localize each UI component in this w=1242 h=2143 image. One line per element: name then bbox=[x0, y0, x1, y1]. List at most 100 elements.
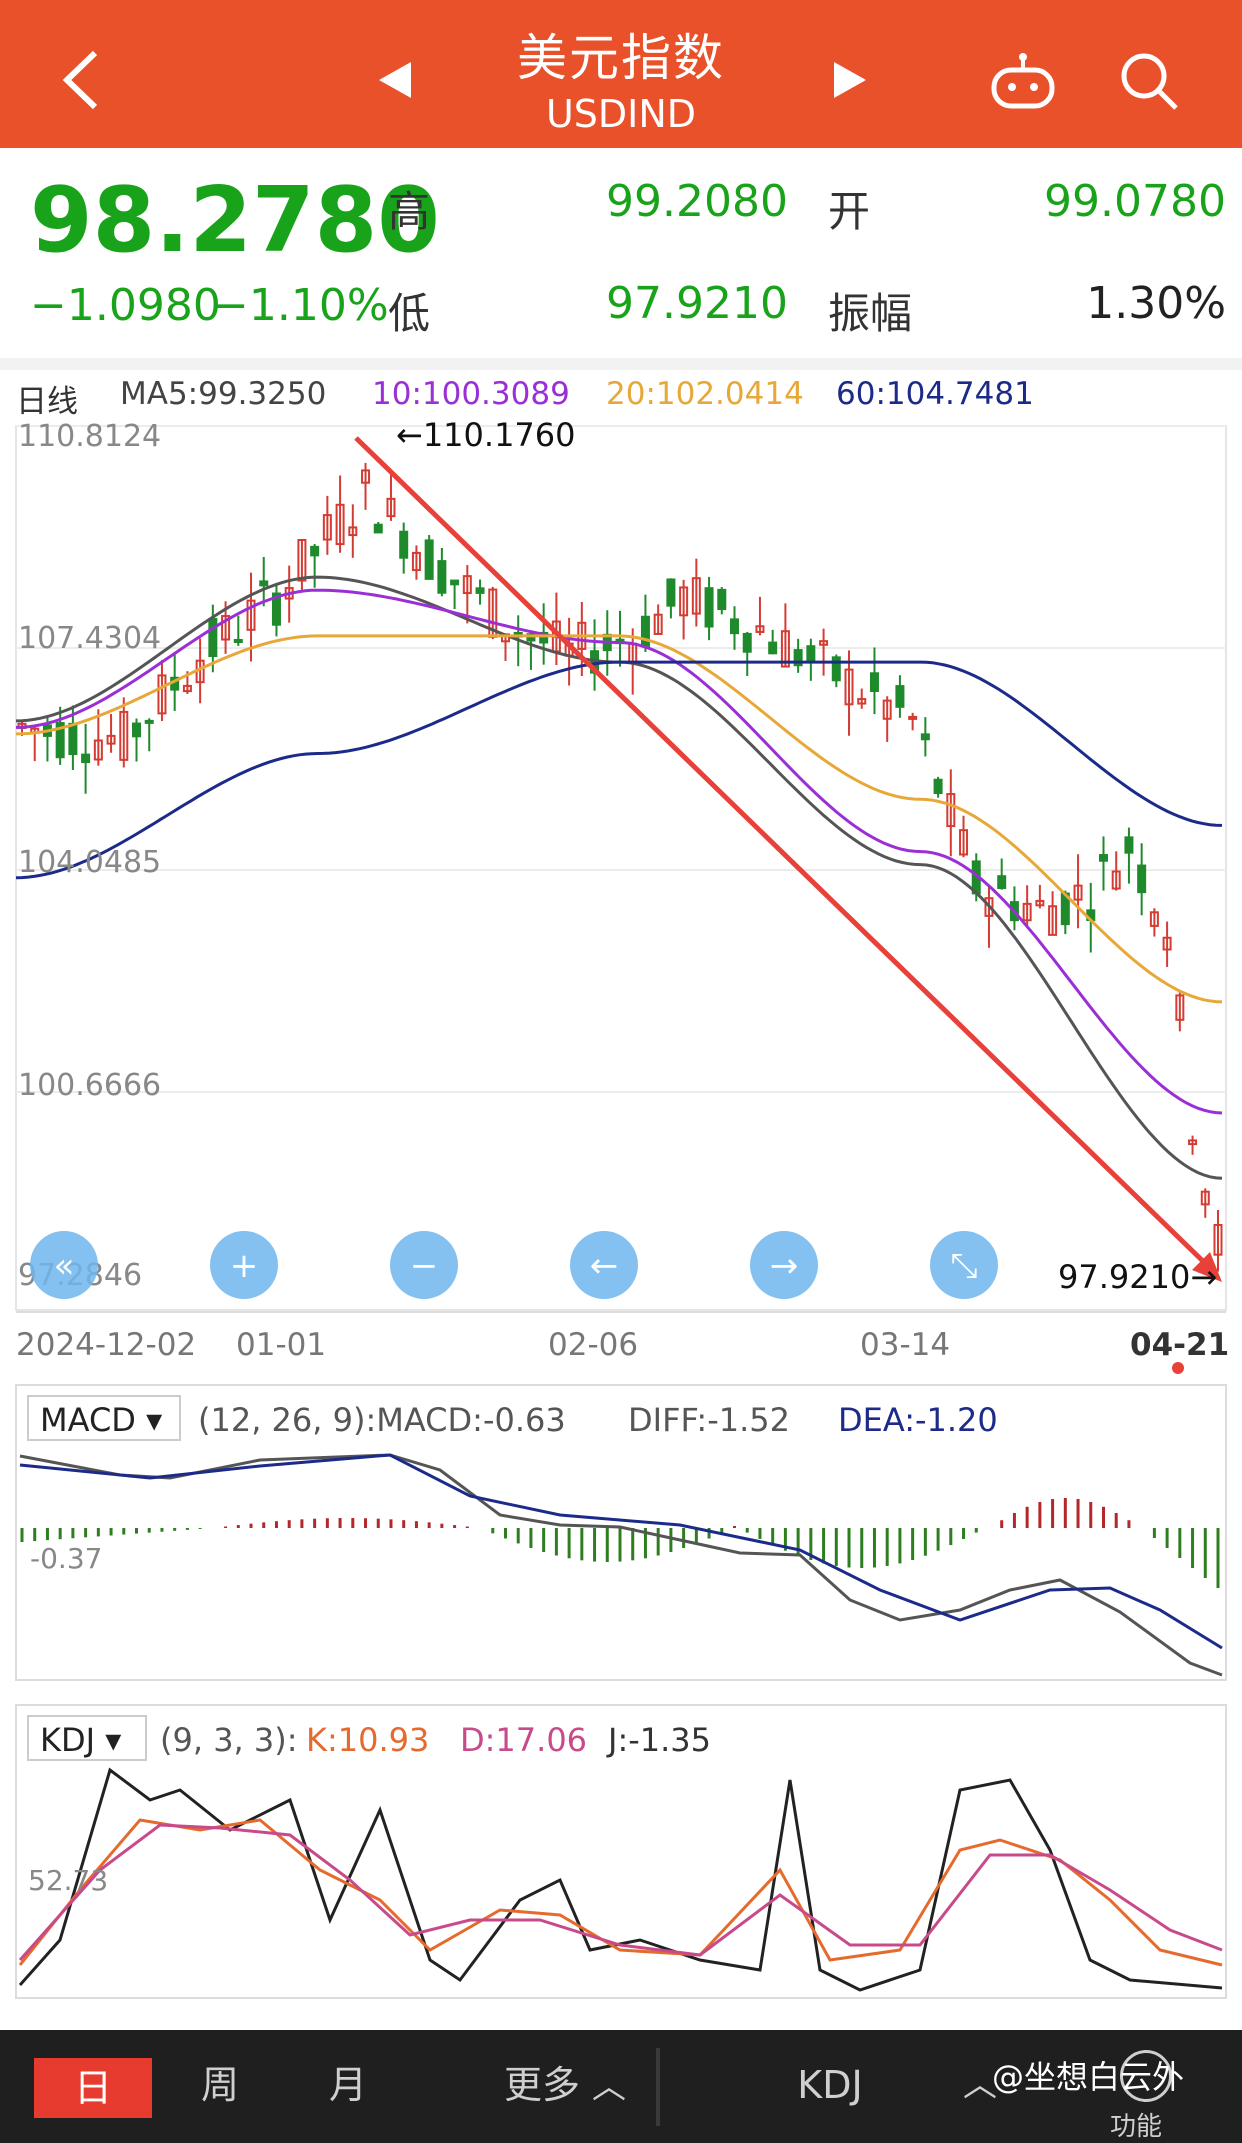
chevron-up-icon[interactable]: ︿ bbox=[963, 2065, 997, 2105]
low-value: 97.9210 bbox=[606, 278, 788, 329]
price-axis-label: 97.2846 bbox=[18, 1258, 142, 1293]
candle-body bbox=[628, 642, 638, 664]
candle-body bbox=[730, 618, 740, 635]
candle-body bbox=[208, 617, 218, 658]
kdj-name: KDJ ▾ bbox=[40, 1721, 121, 1759]
nav-button-glyph: « bbox=[54, 1246, 75, 1286]
zoom-out-icon[interactable]: − bbox=[390, 1231, 458, 1299]
nav-button-glyph: − bbox=[410, 1246, 439, 1286]
kdj-panel-frame bbox=[15, 1704, 1227, 1999]
candle-body bbox=[679, 586, 689, 617]
price-axis-label: 104.0485 bbox=[18, 845, 161, 880]
candle-body bbox=[450, 579, 460, 586]
ma5-legend: MA5:99.3250 bbox=[120, 376, 327, 412]
previous-icon[interactable] bbox=[375, 58, 415, 102]
price-change: −1.0980 bbox=[30, 280, 221, 331]
candle-body bbox=[857, 698, 867, 705]
tab-indicator[interactable]: KDJ bbox=[797, 2063, 863, 2107]
nav-button-bg bbox=[30, 1231, 98, 1299]
top-header: 美元指数 USDIND bbox=[0, 0, 1242, 148]
candle-body bbox=[1035, 899, 1045, 907]
ma60-legend: 60:104.7481 bbox=[836, 376, 1034, 412]
candle-body bbox=[933, 778, 943, 795]
candle-body bbox=[297, 538, 307, 582]
candle-body bbox=[1086, 909, 1096, 922]
robot-assistant-icon[interactable] bbox=[988, 52, 1058, 112]
low-label: 低 bbox=[388, 289, 431, 338]
candle-body bbox=[704, 587, 714, 628]
kdj-d: D:17.06 bbox=[460, 1721, 587, 1759]
tab-more-label: 更多 bbox=[503, 2063, 580, 2107]
candle-body bbox=[755, 625, 765, 633]
candle-body bbox=[462, 575, 472, 595]
nav-button-bg bbox=[390, 1231, 458, 1299]
candle-body bbox=[348, 526, 358, 537]
tab-more[interactable]: 更多 ︿ bbox=[470, 2030, 660, 2143]
candle-body bbox=[1073, 884, 1083, 901]
candle-body bbox=[590, 650, 600, 674]
function-label[interactable]: 功能 bbox=[1110, 2112, 1163, 2142]
candle-body bbox=[1188, 1139, 1198, 1146]
tab-day[interactable]: 日 bbox=[34, 2058, 152, 2118]
main-panel-frame bbox=[15, 425, 1227, 1311]
candle-body bbox=[526, 633, 536, 642]
candle-body bbox=[844, 668, 854, 706]
tab-week[interactable]: 周 bbox=[200, 2063, 239, 2107]
candle-body bbox=[119, 710, 129, 761]
ma-line-20 bbox=[15, 634, 1223, 1004]
candle-body bbox=[81, 753, 91, 764]
kdj-params: (9, 3, 3): bbox=[160, 1721, 298, 1759]
candle-body bbox=[93, 739, 103, 761]
back-arrow-icon[interactable] bbox=[55, 45, 115, 115]
nav-button-glyph: + bbox=[230, 1246, 259, 1286]
kdj-k: K:10.93 bbox=[306, 1721, 429, 1759]
collapse-icon[interactable]: « bbox=[30, 1231, 98, 1299]
page-subtitle: USDIND bbox=[545, 92, 697, 136]
candle-body bbox=[500, 633, 510, 643]
zoom-in-icon[interactable]: + bbox=[210, 1231, 278, 1299]
candle-body bbox=[882, 699, 892, 720]
candle-body bbox=[1213, 1224, 1223, 1256]
nav-button-glyph: → bbox=[770, 1246, 799, 1286]
nav-button-bg bbox=[930, 1231, 998, 1299]
candle-body bbox=[831, 656, 841, 682]
period-label[interactable]: 日线 bbox=[16, 384, 78, 420]
right-arrow-icon[interactable]: → bbox=[750, 1231, 818, 1299]
fullscreen-icon[interactable]: ⤡ bbox=[930, 1231, 998, 1299]
macd-diff-line bbox=[19, 1453, 1223, 1677]
candle-body bbox=[361, 469, 371, 484]
candle-body bbox=[437, 560, 447, 594]
menu-icon[interactable] bbox=[1120, 2050, 1172, 2102]
kdj-selector bbox=[27, 1715, 147, 1761]
macd-dea-line bbox=[19, 1453, 1223, 1650]
candle-body bbox=[144, 719, 154, 724]
tab-month[interactable]: 月 bbox=[328, 2063, 367, 2107]
high-value: 99.2080 bbox=[606, 176, 788, 227]
candle-body bbox=[411, 551, 421, 572]
search-icon[interactable] bbox=[1118, 50, 1182, 114]
ma10-legend: 10:100.3089 bbox=[372, 376, 570, 412]
next-icon[interactable] bbox=[830, 58, 870, 102]
candle-body bbox=[1009, 901, 1019, 922]
candle-body bbox=[157, 674, 167, 715]
nav-button-bg bbox=[570, 1231, 638, 1299]
price-axis-label: 100.6666 bbox=[18, 1068, 161, 1103]
candle-body bbox=[310, 545, 320, 557]
candle-body bbox=[513, 631, 523, 638]
candle-body bbox=[1200, 1190, 1210, 1206]
last-price: 98.2780 bbox=[30, 168, 440, 273]
candle-body bbox=[717, 588, 727, 611]
candle-body bbox=[271, 592, 281, 626]
macd-params: (12, 26, 9):MACD:-0.63 bbox=[198, 1401, 566, 1439]
candle-body bbox=[691, 577, 701, 615]
candle-body bbox=[1162, 936, 1172, 951]
current-date-dot bbox=[1172, 1362, 1184, 1374]
candle-body bbox=[551, 620, 561, 653]
candle-body bbox=[182, 684, 192, 693]
macd-name: MACD ▾ bbox=[40, 1401, 162, 1439]
candle-body bbox=[195, 659, 205, 684]
high-marker: ←110.1760 bbox=[396, 416, 576, 454]
bottom-toolbar: 日 周 月 更多 ︿ KDJ ︿ 功能 @坐想白云外 bbox=[0, 2030, 1242, 2143]
left-arrow-icon[interactable]: ← bbox=[570, 1231, 638, 1299]
candle-body bbox=[1111, 870, 1121, 890]
